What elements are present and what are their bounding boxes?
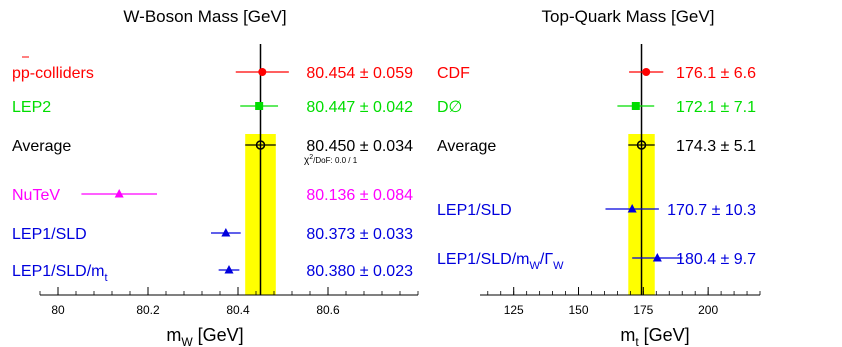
point-value: 80.447 ± 0.042 <box>306 99 413 116</box>
point-label-main: LEP2 <box>12 99 51 116</box>
point-label-main: LEP1/SLD <box>437 202 512 219</box>
x-tick-label: 80.2 <box>136 303 160 317</box>
x-axis-label-main: m <box>620 325 635 345</box>
point-label-main: LEP1/SLD <box>12 226 87 243</box>
point-label-mid: /Γ <box>540 251 553 268</box>
marker-open-circle <box>636 140 647 150</box>
chi2-symbol: χ <box>304 155 310 166</box>
marker-square <box>631 102 640 110</box>
point-value: 80.380 ± 0.023 <box>306 263 413 280</box>
data-row: NuTeV 80.136 ± 0.084 <box>12 187 413 204</box>
x-tick-label: 150 <box>569 303 589 317</box>
point-label-sub: W <box>553 260 564 272</box>
chi2-annotation: χ2/DoF: 0.0 / 1 <box>304 154 358 166</box>
marker-triangle <box>114 189 124 198</box>
point-label: LEP1/SLD/mt <box>12 263 108 284</box>
point-label-main: pp-colliders <box>12 65 94 82</box>
x-axis-label: mt [GeV] <box>620 325 689 347</box>
point-label-sub: t <box>104 272 107 284</box>
point-label-main: NuTeV <box>12 187 60 204</box>
point-value: 176.1 ± 6.6 <box>676 65 756 82</box>
data-row: CDF 176.1 ± 6.6 <box>437 65 756 82</box>
point-value: 80.450 ± 0.034 <box>306 138 413 155</box>
point-label: pp-colliders <box>12 65 94 82</box>
data-row: Average 80.450 ± 0.034 <box>12 138 413 155</box>
point-label-main: D∅ <box>437 99 463 116</box>
point-label: CDF <box>437 65 470 82</box>
marker-triangle <box>224 265 234 274</box>
point-label: LEP1/SLD/mW/ΓW <box>437 251 564 272</box>
marker-square <box>255 102 264 110</box>
point-label: NuTeV <box>12 187 60 204</box>
x-tick-label: 125 <box>504 303 524 317</box>
point-label-main: Average <box>437 138 496 155</box>
point-label: Average <box>12 138 71 155</box>
point-label: LEP2 <box>12 99 51 116</box>
chi2-sup: 2 <box>309 154 313 161</box>
marker-circle <box>642 68 651 76</box>
x-axis-label-unit: [GeV] <box>193 325 244 345</box>
point-label-main: LEP1/SLD/m <box>437 251 529 268</box>
data-row: D∅ 172.1 ± 7.1 <box>437 99 756 116</box>
point-value: 172.1 ± 7.1 <box>676 99 756 116</box>
chart-panel-1: 80 80.2 80.4 80.6 W-Boson Mass [GeV] mW [GeV]… <box>12 7 419 347</box>
marker-open-circle <box>255 140 266 150</box>
data-row: LEP1/SLD/mW/ΓW 180.4 ± 9.7 <box>437 251 756 272</box>
chart-title: Top-Quark Mass [GeV] <box>542 7 715 26</box>
point-label-sub: W <box>529 260 540 272</box>
x-tick-label: 175 <box>633 303 653 317</box>
point-label: LEP1/SLD <box>437 202 512 219</box>
data-row: Average 174.3 ± 5.1 <box>437 138 756 155</box>
point-label-main: LEP1/SLD/m <box>12 263 104 280</box>
point-label-main: CDF <box>437 65 470 82</box>
chart-title: W-Boson Mass [GeV] <box>123 7 286 26</box>
data-row: LEP1/SLD/mt 80.380 ± 0.023 <box>12 263 413 284</box>
marker-circle <box>258 68 267 76</box>
chi2-text: /DoF: 0.0 / 1 <box>313 156 358 165</box>
x-axis-label-unit: [GeV] <box>639 325 690 345</box>
data-row: LEP1/SLD 170.7 ± 10.3 <box>437 202 756 219</box>
x-tick-label: 200 <box>698 303 718 317</box>
x-tick-label: 80 <box>51 303 65 317</box>
point-value: 80.136 ± 0.084 <box>306 187 413 204</box>
point-label: Average <box>437 138 496 155</box>
point-label: LEP1/SLD <box>12 226 87 243</box>
data-row: LEP1/SLD 80.373 ± 0.033 <box>12 226 413 243</box>
marker-triangle <box>652 253 662 262</box>
point-value: 180.4 ± 9.7 <box>676 251 756 268</box>
point-value: 174.3 ± 5.1 <box>676 138 756 155</box>
point-value: 80.454 ± 0.059 <box>306 65 413 82</box>
x-axis-label-sub: W <box>181 335 193 347</box>
data-row: pp-colliders 80.454 ± 0.059 <box>12 65 413 82</box>
point-label-main: Average <box>12 138 71 155</box>
point-value: 170.7 ± 10.3 <box>667 202 756 219</box>
x-axis-label: mW [GeV] <box>166 325 243 347</box>
x-tick-label: 80.6 <box>316 303 340 317</box>
x-tick-label: 80.4 <box>226 303 250 317</box>
x-axis-label-sub: t <box>635 335 639 347</box>
data-row: LEP2 80.447 ± 0.042 <box>12 99 413 116</box>
point-value: 80.373 ± 0.033 <box>306 226 413 243</box>
chart-panel-2: 125 150 175 200 Top-Quark Mass [GeV] mt [GeV]… <box>437 7 761 347</box>
marker-triangle <box>627 204 637 213</box>
marker-triangle <box>221 228 231 237</box>
x-axis-label-main: m <box>166 325 181 345</box>
point-label: D∅ <box>437 99 463 116</box>
